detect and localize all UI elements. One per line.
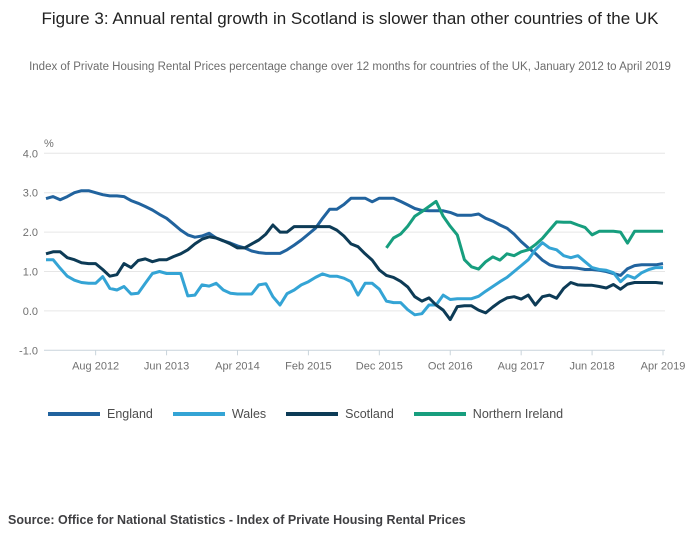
x-tick-label: Oct 2016 bbox=[428, 360, 473, 372]
legend-swatch-england bbox=[48, 412, 100, 416]
y-tick-label: 4.0 bbox=[23, 148, 38, 160]
x-tick-label: Apr 2019 bbox=[641, 360, 686, 372]
series-line-northern-ireland bbox=[385, 199, 663, 271]
legend-swatch-scotland bbox=[286, 412, 339, 416]
legend-label-scotland: Scotland bbox=[345, 407, 394, 421]
y-tick-label: 1.0 bbox=[23, 267, 38, 279]
series-line-wales bbox=[46, 241, 663, 317]
y-tick-label: 2.0 bbox=[23, 227, 38, 239]
y-tick-label: 0.0 bbox=[23, 306, 38, 318]
legend-item-scotland: Scotland bbox=[286, 407, 394, 421]
legend-item-wales: Wales bbox=[172, 407, 267, 421]
x-tick-label: Jun 2013 bbox=[144, 360, 189, 372]
figure-title: Figure 3: Annual rental growth in Scotla… bbox=[41, 9, 659, 28]
y-tick-label: -1.0 bbox=[19, 345, 38, 357]
x-tick-label: Aug 2012 bbox=[72, 360, 119, 372]
legend-label-wales: Wales bbox=[231, 407, 267, 421]
y-axis-tick-labels: 4.0 3.0 2.0 1.0 0.0 -1.0 bbox=[19, 148, 38, 357]
x-tick-label: Aug 2017 bbox=[498, 360, 545, 372]
legend-item-england: England bbox=[48, 407, 153, 421]
legend-label-england: England bbox=[107, 407, 153, 421]
x-tick-label: Feb 2015 bbox=[285, 360, 331, 372]
legend-item-northern-ireland: Northern Ireland bbox=[413, 407, 564, 421]
legend-swatch-wales bbox=[172, 412, 225, 416]
y-tick-label: 3.0 bbox=[23, 188, 38, 200]
x-tick-label: Apr 2014 bbox=[215, 360, 260, 372]
gridlines bbox=[44, 152, 665, 351]
rental-growth-line-chart: % 4.0 3.0 2.0 1.0 0.0 -1.0 Aug 2012 Jun 2013 Apr… bbox=[19, 138, 685, 372]
x-axis-ticks: Aug 2012 Jun 2013 Apr 2014 Feb 2015 Dec 2015… bbox=[72, 350, 685, 372]
legend-label-northern-ireland: Northern Ireland bbox=[472, 407, 564, 421]
series-line-scotland bbox=[45, 223, 664, 322]
source-note: Source: Office for National Statistics -… bbox=[8, 513, 466, 527]
series-line-england bbox=[45, 189, 664, 277]
chart-legend: England Wales Scotland Northern Ireland bbox=[48, 407, 583, 421]
figure-subtitle: Index of Private Housing Rental Prices p… bbox=[29, 61, 671, 73]
x-tick-label: Dec 2015 bbox=[356, 360, 403, 372]
legend-swatch-northern-ireland bbox=[413, 412, 466, 416]
series-lines bbox=[45, 189, 664, 322]
y-axis-unit-label: % bbox=[44, 138, 54, 150]
x-tick-label: Jun 2018 bbox=[569, 360, 614, 372]
